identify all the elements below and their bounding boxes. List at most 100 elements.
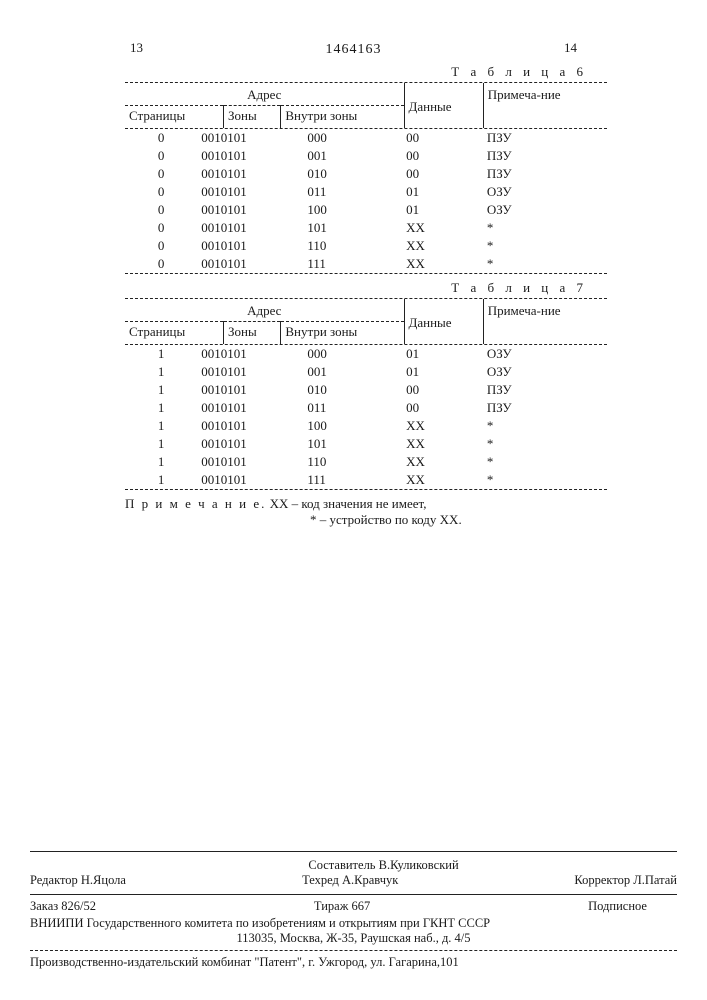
cell-note: * — [477, 237, 607, 255]
th-data: Данные — [404, 83, 483, 128]
th-inner: Внутри зоны — [281, 106, 404, 129]
table-row: 10010101101XX* — [125, 435, 607, 453]
cell-note: ПЗУ — [477, 165, 607, 183]
cell-inner: 100 — [303, 417, 390, 435]
cell-zone: 0010101 — [197, 381, 303, 399]
table-row: 10010101110XX* — [125, 453, 607, 471]
cell-data: XX — [390, 435, 477, 453]
cell-zone: 0010101 — [197, 417, 303, 435]
cell-zone: 0010101 — [197, 453, 303, 471]
table-row: 0001010101101ОЗУ — [125, 183, 607, 201]
cell-page: 1 — [125, 435, 197, 453]
order-podpisnoe: Подписное — [588, 899, 647, 914]
cell-inner: 110 — [303, 237, 390, 255]
table-row: 00010101111XX* — [125, 255, 607, 273]
cell-note: ПЗУ — [477, 381, 607, 399]
cell-zone: 0010101 — [197, 147, 303, 165]
cell-data: 01 — [390, 183, 477, 201]
cell-note: ОЗУ — [477, 345, 607, 363]
cell-data: 01 — [390, 345, 477, 363]
cell-inner: 001 — [303, 147, 390, 165]
table-row: 1001010100001ОЗУ — [125, 345, 607, 363]
cell-data: 01 — [390, 201, 477, 219]
cell-data: XX — [390, 255, 477, 273]
table-row: 10010101100XX* — [125, 417, 607, 435]
cell-inner: 011 — [303, 399, 390, 417]
cell-note: * — [477, 435, 607, 453]
cell-data: XX — [390, 417, 477, 435]
footer: Составитель В.Куликовский Редактор Н.Яцо… — [30, 847, 677, 970]
cell-page: 1 — [125, 381, 197, 399]
cell-page: 1 — [125, 453, 197, 471]
cell-page: 0 — [125, 165, 197, 183]
th-note-7: Примеча-ние — [483, 299, 607, 344]
cell-page: 1 — [125, 471, 197, 489]
cell-inner: 000 — [303, 345, 390, 363]
th-zones-7: Зоны — [223, 322, 280, 345]
table-row: 1001010100101ОЗУ — [125, 363, 607, 381]
cell-zone: 0010101 — [197, 201, 303, 219]
credit-techred: Техред А.Кравчук — [302, 873, 398, 888]
cell-inner: 001 — [303, 363, 390, 381]
vniipi-line1: ВНИИПИ Государственного комитета по изоб… — [30, 916, 677, 931]
table-row: 1001010101000ПЗУ — [125, 381, 607, 399]
cell-page: 0 — [125, 147, 197, 165]
cell-zone: 0010101 — [197, 435, 303, 453]
cell-data: 00 — [390, 165, 477, 183]
cell-data: XX — [390, 237, 477, 255]
cell-zone: 0010101 — [197, 399, 303, 417]
cell-page: 1 — [125, 363, 197, 381]
cell-page: 1 — [125, 345, 197, 363]
page-number-left: 13 — [130, 40, 143, 56]
table-7: Адрес Данные Примеча-ние Страницы Зоны В… — [125, 298, 607, 490]
cell-data: 00 — [390, 399, 477, 417]
th-data-7: Данные — [404, 299, 483, 344]
cell-zone: 0010101 — [197, 363, 303, 381]
order-tirazh: Тираж 667 — [314, 899, 370, 914]
cell-note: ОЗУ — [477, 201, 607, 219]
order-number: Заказ 826/52 — [30, 899, 96, 914]
cell-note: * — [477, 255, 607, 273]
cell-page: 0 — [125, 183, 197, 201]
cell-page: 0 — [125, 201, 197, 219]
cell-zone: 0010101 — [197, 165, 303, 183]
table-row: 00010101110XX* — [125, 237, 607, 255]
cell-page: 1 — [125, 417, 197, 435]
footnote-line2: * – устройство по коду XX. — [310, 512, 462, 527]
th-pages: Страницы — [125, 106, 223, 129]
cell-zone: 0010101 — [197, 255, 303, 273]
cell-data: 00 — [390, 129, 477, 147]
cell-data: XX — [390, 471, 477, 489]
footnote: П р и м е ч а н и е. XX – код значения н… — [125, 496, 607, 528]
footnote-line1: XX – код значения не имеет, — [266, 496, 426, 511]
cell-zone: 0010101 — [197, 129, 303, 147]
cell-inner: 011 — [303, 183, 390, 201]
table-row: 0001010101000ПЗУ — [125, 165, 607, 183]
cell-note: * — [477, 219, 607, 237]
cell-zone: 0010101 — [197, 471, 303, 489]
cell-note: ПЗУ — [477, 147, 607, 165]
patent-number: 1464163 — [30, 42, 677, 58]
cell-page: 0 — [125, 237, 197, 255]
cell-data: 00 — [390, 147, 477, 165]
cell-note: ОЗУ — [477, 183, 607, 201]
cell-page: 0 — [125, 255, 197, 273]
cell-note: ПЗУ — [477, 129, 607, 147]
cell-note: * — [477, 453, 607, 471]
cell-inner: 110 — [303, 453, 390, 471]
th-inner-7: Внутри зоны — [281, 322, 404, 345]
vniipi-line2: 113035, Москва, Ж-35, Раушская наб., д. … — [30, 931, 677, 946]
page-number-right: 14 — [564, 40, 577, 56]
table-row: 1001010101100ПЗУ — [125, 399, 607, 417]
cell-inner: 010 — [303, 165, 390, 183]
table-row: 0001010110001ОЗУ — [125, 201, 607, 219]
cell-zone: 0010101 — [197, 219, 303, 237]
cell-inner: 100 — [303, 201, 390, 219]
credit-corrector: Корректор Л.Патай — [574, 873, 677, 888]
production-line: Производственно-издательский комбинат "П… — [30, 955, 677, 970]
th-note: Примеча-ние — [483, 83, 607, 128]
cell-inner: 111 — [303, 255, 390, 273]
cell-zone: 0010101 — [197, 183, 303, 201]
cell-data: XX — [390, 219, 477, 237]
table-7-caption: Т а б л и ц а 7 — [30, 280, 587, 296]
